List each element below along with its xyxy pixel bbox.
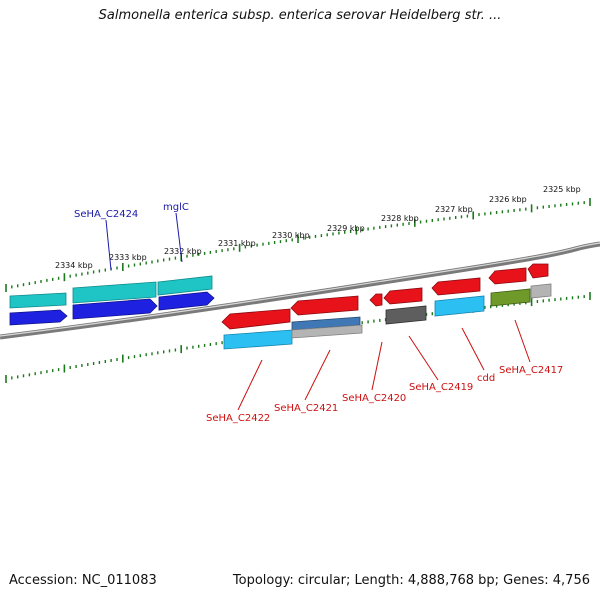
kbp-ruler-upper [5, 198, 591, 292]
ruler-label-2331: 2331 kbp [218, 239, 256, 248]
gene-arrow-red-3[interactable] [369, 293, 383, 307]
gene-label-SeHA_C2417[interactable]: SeHA_C2417 [499, 365, 563, 376]
accession-text: Accession: NC_011083 [9, 573, 157, 588]
ruler-label-2332: 2332 kbp [164, 247, 202, 256]
gene-labels-top: SeHA_C2424 mglC [74, 202, 189, 220]
ruler-label-2326: 2326 kbp [489, 195, 527, 204]
leader-SeHA_C2424 [105, 219, 112, 271]
gene-label-mglC[interactable]: mglC [163, 202, 189, 213]
leader-SeHA_C2421 [304, 349, 331, 401]
leader-cdd [461, 327, 485, 371]
gene-label-SeHA_C2421[interactable]: SeHA_C2421 [274, 403, 338, 414]
leader-SeHA_C2420 [371, 341, 383, 391]
gene-label-cdd[interactable]: cdd [477, 373, 495, 384]
gene-arrow-teal-2[interactable] [72, 281, 157, 304]
gene-arrow-red-7[interactable] [527, 263, 549, 279]
gene-arrow-lightgray-1[interactable] [291, 324, 363, 339]
gene-arrow-lightblue-1[interactable] [223, 329, 293, 350]
ruler-label-2328: 2328 kbp [381, 214, 419, 223]
gene-arrow-lightgray-2[interactable] [530, 283, 552, 299]
gene-arrow-blue-1[interactable] [9, 309, 68, 326]
ruler-label-2333: 2333 kbp [109, 253, 147, 262]
genome-backbone [0, 241, 600, 340]
ruler-label-2330: 2330 kbp [272, 231, 310, 240]
kbp-ruler-labels: 2334 kbp 2333 kbp 2332 kbp 2331 kbp 2330… [55, 185, 581, 270]
gene-arrow-gray[interactable] [385, 305, 427, 325]
genome-title: Salmonella enterica subsp. enterica sero… [98, 8, 502, 23]
leader-SeHA_C2422 [237, 359, 263, 411]
gene-arrow-teal-1[interactable] [9, 292, 67, 309]
leader-mglC [175, 212, 183, 263]
topology-text: Topology: circular; Length: 4,888,768 bp… [232, 573, 590, 588]
gene-label-SeHA_C2424[interactable]: SeHA_C2424 [74, 209, 138, 220]
gene-arrow-blue-2[interactable] [72, 298, 158, 320]
gene-arrow-red-4[interactable] [383, 287, 423, 305]
gene-arrow-red-5[interactable] [431, 277, 481, 296]
leader-SeHA_C2417 [514, 319, 531, 363]
ruler-label-2325: 2325 kbp [543, 185, 581, 194]
gene-arrow-lightblue-2[interactable] [434, 295, 485, 317]
gene-track-bottom [221, 263, 552, 350]
ruler-label-2329: 2329 kbp [327, 224, 365, 233]
gene-arrow-blue-3[interactable] [158, 291, 215, 311]
label-leaders [105, 212, 531, 411]
gene-label-SeHA_C2422[interactable]: SeHA_C2422 [206, 413, 270, 424]
gene-arrow-red-6[interactable] [488, 267, 527, 285]
gene-label-SeHA_C2419[interactable]: SeHA_C2419 [409, 382, 473, 393]
ruler-label-2327: 2327 kbp [435, 205, 473, 214]
gene-track-top [9, 275, 215, 326]
ruler-label-2334: 2334 kbp [55, 261, 93, 270]
gene-label-SeHA_C2420[interactable]: SeHA_C2420 [342, 393, 406, 404]
gene-arrow-red-1[interactable] [221, 308, 291, 330]
gene-arrow-olive[interactable] [490, 288, 531, 307]
gene-labels-bottom: SeHA_C2422 SeHA_C2421 SeHA_C2420 SeHA_C2… [206, 365, 563, 424]
leader-SeHA_C2419 [408, 335, 439, 381]
gene-arrow-teal-3[interactable] [157, 275, 213, 296]
gene-arrow-red-2[interactable] [290, 295, 359, 316]
